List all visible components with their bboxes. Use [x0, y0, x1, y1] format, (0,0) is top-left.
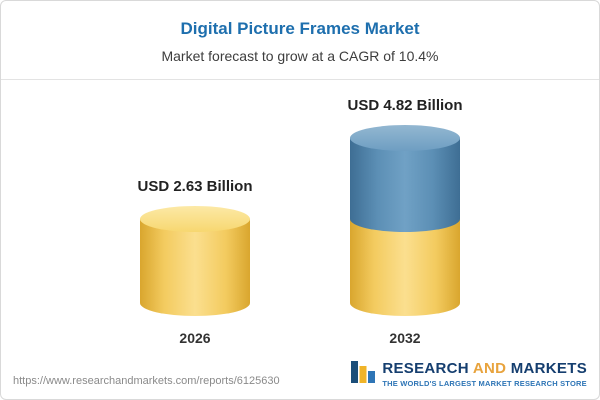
brand-name-research: RESEARCH	[382, 359, 473, 377]
brand-name: RESEARCH AND MARKETS	[382, 359, 587, 378]
brand-name-and: AND	[472, 359, 507, 377]
cylinder-2026	[140, 206, 250, 316]
bar-group-2032: USD 4.82 Billion 2032	[325, 97, 485, 346]
chart-header: Digital Picture Frames Market Market for…	[1, 1, 599, 80]
researchandmarkets-logo-icon	[350, 358, 376, 391]
cylinder-top-cap-2026	[140, 206, 250, 232]
brand-name-markets: MARKETS	[506, 359, 587, 377]
chart-subtitle: Market forecast to grow at a CAGR of 10.…	[161, 48, 439, 64]
bar-group-2026: USD 2.63 Billion 2026	[115, 178, 275, 346]
page-title: Digital Picture Frames Market	[180, 19, 420, 38]
cylinder-growth-segment-2032	[350, 138, 460, 232]
bar-chart: USD 2.63 Billion 2026 USD 4.82 Billion 2…	[1, 88, 599, 346]
axis-label-2026: 2026	[179, 330, 211, 346]
brand-tagline: THE WORLD'S LARGEST MARKET RESEARCH STOR…	[382, 379, 587, 389]
footer: https://www.researchandmarkets.com/repor…	[13, 358, 587, 391]
value-label-2026: USD 2.63 Billion	[137, 178, 253, 195]
cylinder-2032	[350, 125, 460, 316]
report-url: https://www.researchandmarkets.com/repor…	[13, 375, 280, 387]
axis-label-2032: 2032	[389, 330, 421, 346]
header-divider	[1, 79, 599, 80]
brand-logo: RESEARCH AND MARKETS THE WORLD'S LARGEST…	[350, 358, 587, 391]
value-label-2032: USD 4.82 Billion	[347, 97, 463, 114]
cylinder-body-2026	[140, 219, 250, 316]
brand-text: RESEARCH AND MARKETS THE WORLD'S LARGEST…	[382, 359, 587, 389]
cylinder-top-cap-2032	[350, 125, 460, 151]
cylinder-base-segment-2032	[350, 219, 460, 316]
